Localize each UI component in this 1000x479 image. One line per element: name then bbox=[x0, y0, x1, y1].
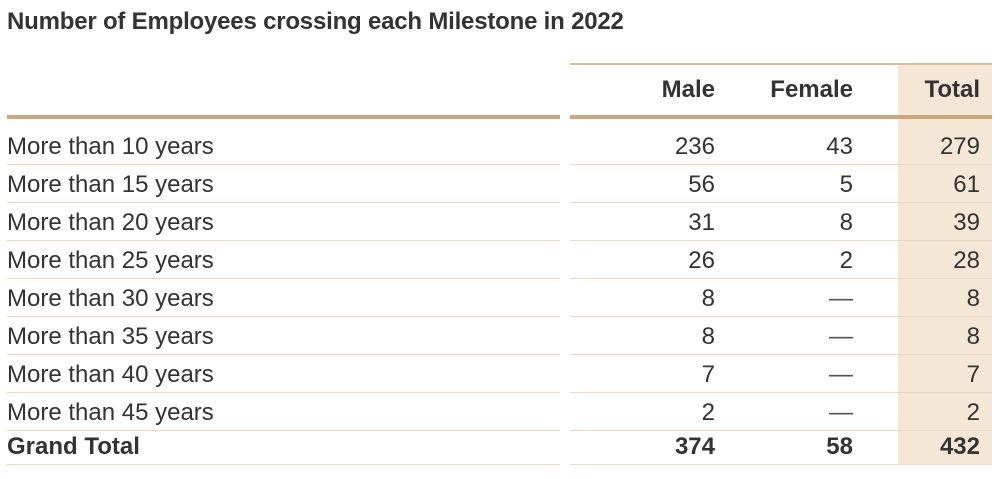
total-value: 39 bbox=[953, 209, 980, 236]
row-separator bbox=[7, 202, 560, 203]
row-separator bbox=[7, 316, 560, 317]
female-value: — bbox=[829, 361, 853, 388]
table-row: More than 25 years 26 2 28 bbox=[0, 241, 1000, 279]
female-value: — bbox=[829, 285, 853, 312]
total-value: 279 bbox=[939, 133, 980, 160]
male-value: 31 bbox=[688, 209, 715, 236]
row-separator bbox=[570, 202, 992, 203]
table-row: More than 35 years 8 — 8 bbox=[0, 317, 1000, 355]
row-separator bbox=[570, 164, 992, 165]
row-separator bbox=[570, 392, 992, 393]
page-title: Number of Employees crossing each Milest… bbox=[7, 8, 624, 35]
row-label: More than 40 years bbox=[7, 361, 214, 388]
row-label: More than 35 years bbox=[7, 323, 214, 350]
male-value: 56 bbox=[688, 171, 715, 198]
grand-total-row: Grand Total 374 58 432 bbox=[0, 427, 1000, 465]
total-value: 61 bbox=[953, 171, 980, 198]
female-value: 43 bbox=[826, 133, 853, 160]
row-separator bbox=[7, 464, 560, 465]
female-value: 5 bbox=[839, 171, 853, 198]
row-label: More than 20 years bbox=[7, 209, 214, 236]
row-separator bbox=[7, 278, 560, 279]
header-rule-left bbox=[7, 115, 560, 119]
row-separator bbox=[570, 240, 992, 241]
total-column-highlight bbox=[898, 65, 992, 465]
row-separator bbox=[7, 164, 560, 165]
row-separator bbox=[7, 392, 560, 393]
total-value: 8 bbox=[966, 285, 980, 312]
table-row: More than 20 years 31 8 39 bbox=[0, 203, 1000, 241]
male-value: 26 bbox=[688, 247, 715, 274]
total-value: 7 bbox=[966, 361, 980, 388]
table-row: More than 45 years 2 — 2 bbox=[0, 393, 1000, 431]
row-label: More than 30 years bbox=[7, 285, 214, 312]
row-separator bbox=[7, 354, 560, 355]
table-row: More than 40 years 7 — 7 bbox=[0, 355, 1000, 393]
grand-total-male: 374 bbox=[674, 433, 715, 460]
row-separator bbox=[570, 354, 992, 355]
row-separator bbox=[570, 464, 992, 465]
female-value: 2 bbox=[839, 247, 853, 274]
row-label: More than 45 years bbox=[7, 399, 214, 426]
column-header-male: Male bbox=[661, 76, 715, 103]
row-label: More than 10 years bbox=[7, 133, 214, 160]
row-separator bbox=[570, 430, 992, 431]
row-separator bbox=[570, 278, 992, 279]
row-separator bbox=[570, 316, 992, 317]
male-value: 7 bbox=[701, 361, 715, 388]
grand-total-label: Grand Total bbox=[7, 433, 140, 460]
table-row: More than 30 years 8 — 8 bbox=[0, 279, 1000, 317]
male-value: 236 bbox=[674, 133, 715, 160]
table-row: More than 10 years 236 43 279 bbox=[0, 127, 1000, 165]
row-separator bbox=[7, 240, 560, 241]
header-top-rule bbox=[570, 63, 992, 65]
female-value: 8 bbox=[839, 209, 853, 236]
grand-total-female: 58 bbox=[826, 433, 853, 460]
grand-total-total: 432 bbox=[939, 433, 980, 460]
row-label: More than 25 years bbox=[7, 247, 214, 274]
header-rule-right bbox=[570, 115, 992, 119]
male-value: 8 bbox=[701, 285, 715, 312]
male-value: 2 bbox=[701, 399, 715, 426]
female-value: — bbox=[829, 323, 853, 350]
column-header-total: Total bbox=[924, 76, 980, 103]
total-value: 8 bbox=[966, 323, 980, 350]
row-separator bbox=[7, 430, 560, 431]
total-value: 28 bbox=[953, 247, 980, 274]
male-value: 8 bbox=[701, 323, 715, 350]
female-value: — bbox=[829, 399, 853, 426]
table-row: More than 15 years 56 5 61 bbox=[0, 165, 1000, 203]
row-label: More than 15 years bbox=[7, 171, 214, 198]
total-value: 2 bbox=[966, 399, 980, 426]
column-header-female: Female bbox=[770, 76, 853, 103]
